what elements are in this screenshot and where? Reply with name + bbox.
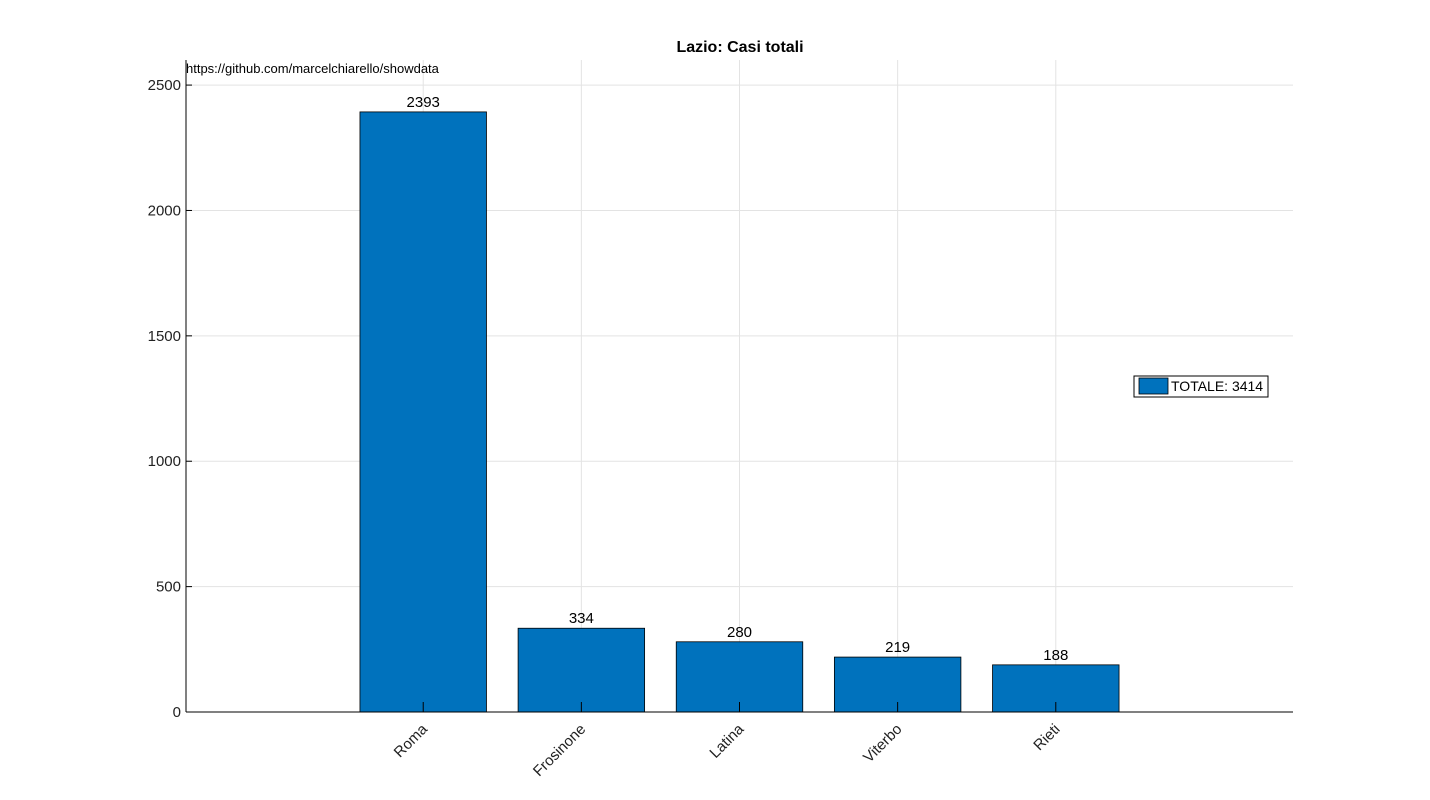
data-label: 334 xyxy=(569,610,594,627)
x-tick-label: Frosinone xyxy=(530,721,589,780)
bar-roma xyxy=(359,111,487,713)
legend: TOTALE: 3414 xyxy=(1133,375,1269,398)
bars xyxy=(359,111,1120,713)
y-axis-ticks: 0 500 1000 1500 2000 2500 xyxy=(148,77,192,721)
chart-title: Lazio: Casi totali xyxy=(676,39,803,56)
x-tick-label: Roma xyxy=(391,720,432,761)
x-tick-label: Rieti xyxy=(1030,721,1063,754)
data-label: 2393 xyxy=(407,94,440,111)
bar-frosinone xyxy=(517,627,646,713)
source-note: https://github.com/marcelchiarello/showd… xyxy=(186,61,440,76)
data-labels: 2393 334 280 219 188 xyxy=(407,94,1069,664)
legend-label: TOTALE: 3414 xyxy=(1171,378,1263,394)
x-tick-label: Latina xyxy=(706,720,747,761)
y-tick-label: 2000 xyxy=(148,202,181,219)
y-tick-label: 1500 xyxy=(148,328,181,345)
legend-swatch xyxy=(1138,377,1169,395)
bar-latina xyxy=(675,641,804,713)
y-tick-label: 2500 xyxy=(148,77,181,94)
x-axis-ticks: Roma Frosinone Latina Viterbo Rieti xyxy=(391,702,1064,780)
grid-lines xyxy=(186,60,1293,713)
data-label: 219 xyxy=(885,639,910,656)
y-tick-label: 500 xyxy=(156,579,181,596)
y-tick-label: 0 xyxy=(173,704,181,721)
data-label: 280 xyxy=(727,624,752,641)
y-tick-label: 1000 xyxy=(148,453,181,470)
x-tick-label: Viterbo xyxy=(860,721,905,766)
data-label: 188 xyxy=(1043,647,1068,664)
